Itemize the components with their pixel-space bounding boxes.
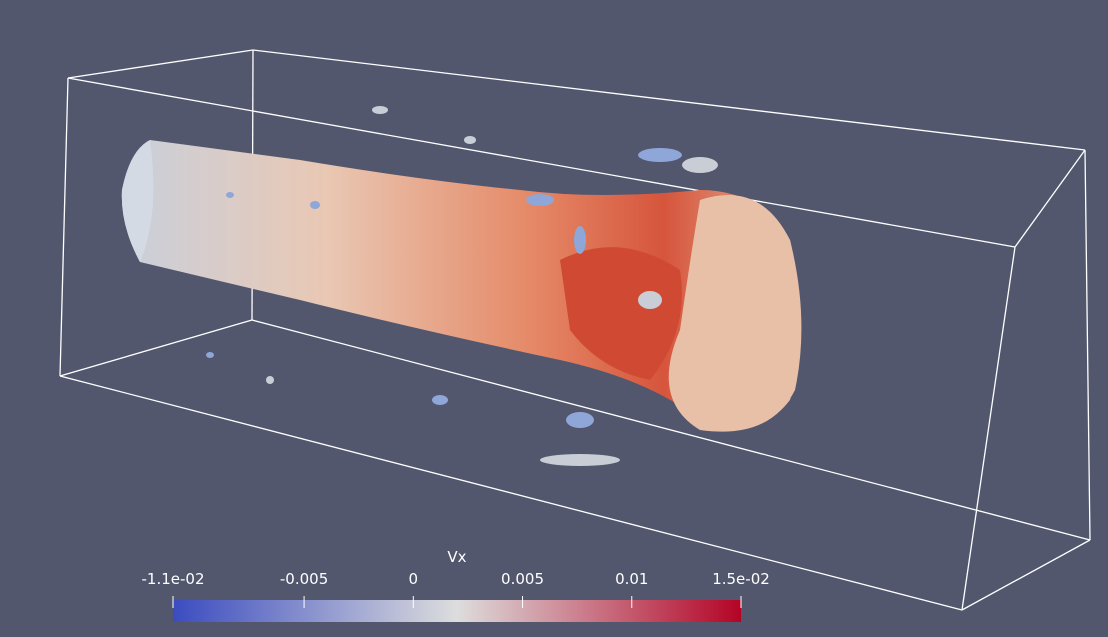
tick-label: -1.1e-02 xyxy=(142,570,205,588)
tick-label: 0.005 xyxy=(501,570,544,588)
tick-label: 0 xyxy=(409,570,419,588)
isosurface xyxy=(121,106,802,466)
colorbar-title: Vx xyxy=(447,548,466,566)
colorbar xyxy=(173,600,741,622)
tick-label: 1.5e-02 xyxy=(712,570,770,588)
outline-box xyxy=(59,49,1091,611)
tick-label: 0.01 xyxy=(615,570,648,588)
tick-label: -0.005 xyxy=(280,570,328,588)
